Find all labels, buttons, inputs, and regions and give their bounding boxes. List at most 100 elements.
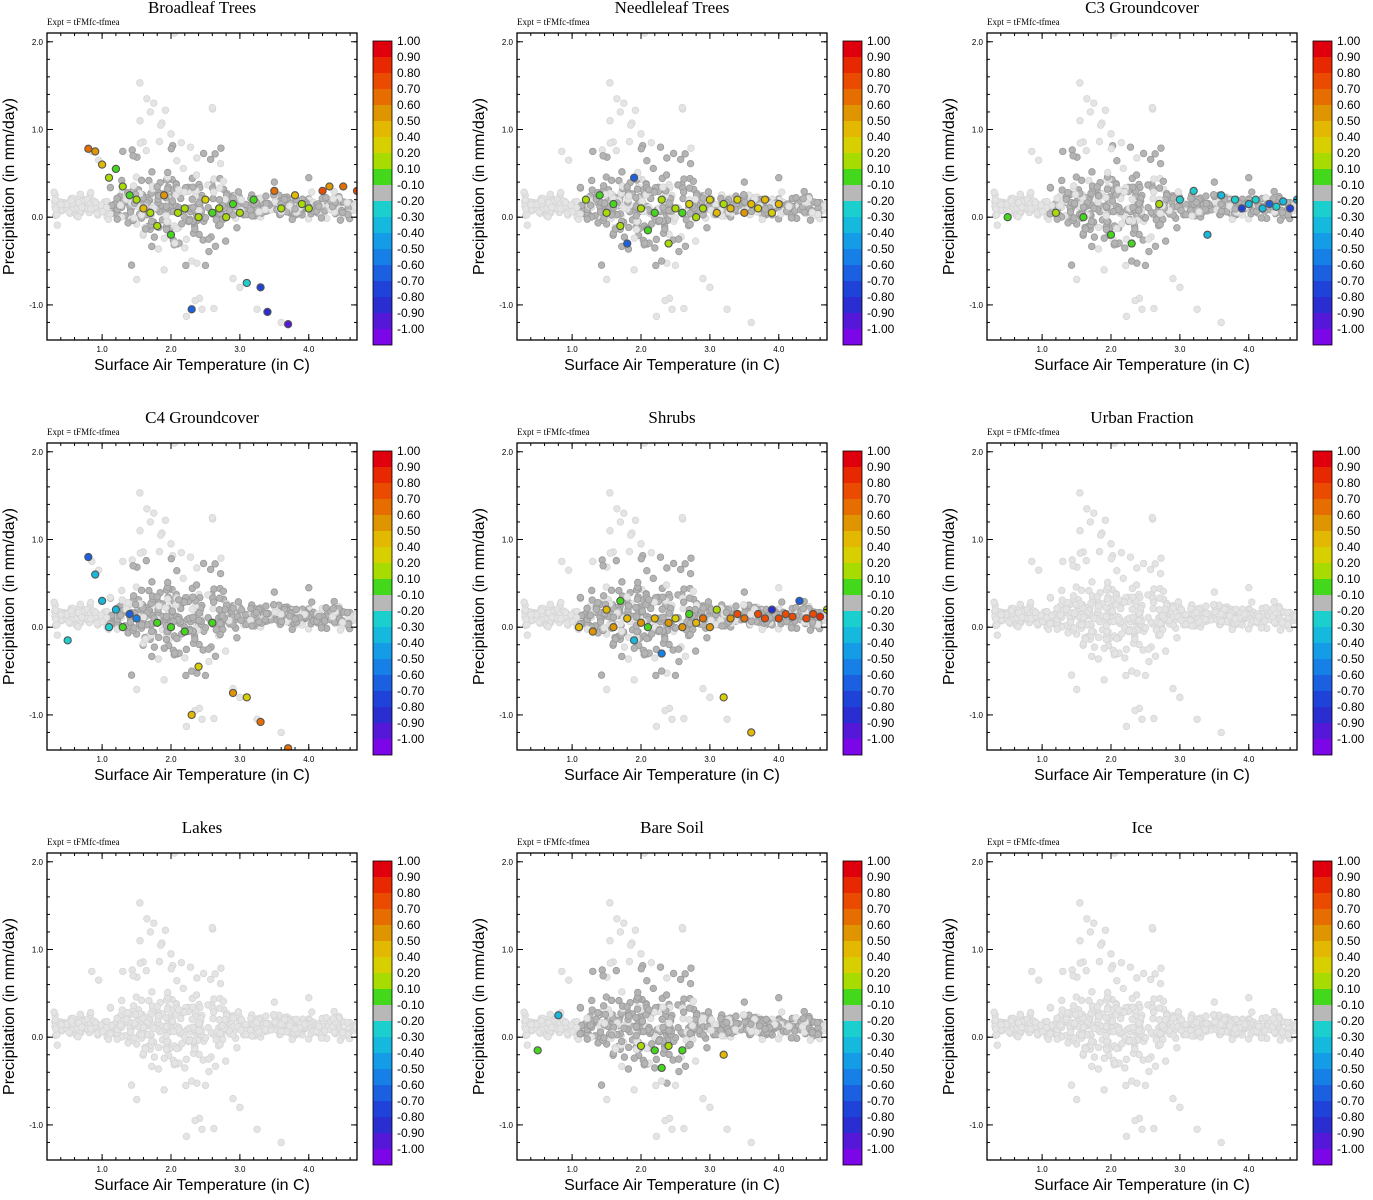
- background-point: [1058, 176, 1066, 185]
- background-point: [652, 261, 660, 270]
- background-point: [201, 671, 210, 680]
- colored-point: [153, 618, 162, 627]
- background-point: [136, 117, 144, 125]
- background-point: [607, 176, 616, 185]
- colorbar-label: -0.40: [397, 226, 425, 240]
- background-point: [625, 602, 633, 610]
- background-point: [1058, 586, 1066, 595]
- background-point: [1177, 606, 1186, 614]
- y-axis-label: Precipitation (in mm/day): [941, 98, 958, 275]
- y-tick-label: -1.0: [29, 711, 43, 720]
- background-point: [182, 722, 191, 731]
- background-point: [1151, 242, 1160, 250]
- y-tick-label: 2.0: [32, 448, 44, 457]
- background-point: [277, 617, 286, 626]
- background-point: [291, 205, 299, 213]
- colorbar-swatch: [1313, 105, 1332, 121]
- background-point: [775, 174, 783, 182]
- colorbar-label: 0.20: [397, 146, 421, 160]
- background-point: [706, 283, 714, 292]
- background-point: [188, 605, 196, 613]
- colored-point: [802, 614, 811, 623]
- background-point: [668, 715, 676, 723]
- background-point: [1148, 103, 1157, 112]
- background-point: [665, 206, 673, 215]
- background-point: [561, 608, 570, 617]
- background-point: [1018, 613, 1026, 622]
- background-point: [211, 150, 219, 158]
- background-point: [247, 604, 255, 613]
- background-point: [189, 183, 197, 191]
- background-point: [686, 220, 694, 229]
- colored-point: [726, 204, 735, 213]
- background-point: [1077, 176, 1086, 185]
- x-tick-label: 4.0: [1243, 345, 1255, 354]
- background-point: [67, 197, 76, 205]
- background-point: [1100, 266, 1108, 274]
- background-point: [131, 600, 140, 609]
- plot-area: [50, 443, 357, 750]
- background-point: [641, 649, 649, 657]
- background-point: [993, 221, 1002, 229]
- background-point: [277, 610, 285, 618]
- colorbar-swatch: [843, 643, 862, 659]
- plot-frame: [986, 32, 1298, 341]
- background-point: [1081, 635, 1090, 643]
- colored-point: [97, 596, 107, 606]
- background-point: [821, 203, 827, 211]
- background-point: [675, 247, 683, 256]
- background-point: [1082, 146, 1091, 155]
- background-point: [1149, 604, 1157, 613]
- background-point: [997, 610, 1005, 619]
- colored-point: [767, 208, 777, 217]
- colorbar-swatch: [843, 137, 862, 153]
- background-point: [219, 587, 228, 596]
- background-point: [632, 193, 640, 202]
- colorbar-swatch: [843, 169, 862, 185]
- y-axis-label: Precipitation (in mm/day): [1, 98, 18, 275]
- colored-point: [664, 239, 673, 248]
- colored-point: [760, 195, 770, 204]
- colorbar-label: -0.80: [867, 290, 895, 304]
- background-point: [623, 593, 631, 601]
- background-point: [143, 505, 151, 513]
- colored-point: [304, 204, 313, 213]
- background-point: [189, 593, 197, 601]
- background-point: [564, 156, 573, 164]
- colored-point: [1258, 204, 1267, 213]
- colored-point: [643, 226, 653, 235]
- colored-point: [270, 186, 279, 196]
- background-point: [167, 555, 176, 563]
- background-point: [216, 630, 224, 639]
- y-axis-label: Precipitation (in mm/day): [941, 508, 958, 685]
- background-point: [1102, 635, 1111, 644]
- colorbar-swatch: [843, 121, 862, 137]
- colorbar-label: 0.80: [1337, 66, 1361, 80]
- background-point: [1126, 143, 1135, 151]
- background-point: [1210, 178, 1219, 186]
- background-point: [167, 145, 176, 153]
- background-point: [1169, 194, 1177, 202]
- background-point: [1062, 605, 1071, 614]
- background-point: [1155, 606, 1164, 614]
- background-point: [154, 633, 163, 642]
- background-point: [136, 139, 144, 147]
- background-point: [557, 598, 565, 607]
- background-point: [1028, 557, 1036, 566]
- background-point: [1248, 598, 1256, 606]
- background-point: [656, 143, 665, 151]
- colorbar-swatch: [373, 563, 392, 579]
- background-point: [175, 596, 183, 604]
- background-point: [1014, 213, 1022, 221]
- background-point: [620, 99, 628, 107]
- background-point: [620, 233, 629, 241]
- colorbar-frame: [372, 40, 393, 346]
- background-point: [681, 150, 689, 158]
- background-point: [1195, 208, 1203, 216]
- background-point: [626, 121, 635, 129]
- background-point: [1100, 644, 1108, 652]
- colorbar-swatch: [1313, 281, 1332, 297]
- background-point: [150, 233, 159, 241]
- background-point: [1144, 613, 1152, 622]
- background-point: [1107, 130, 1115, 138]
